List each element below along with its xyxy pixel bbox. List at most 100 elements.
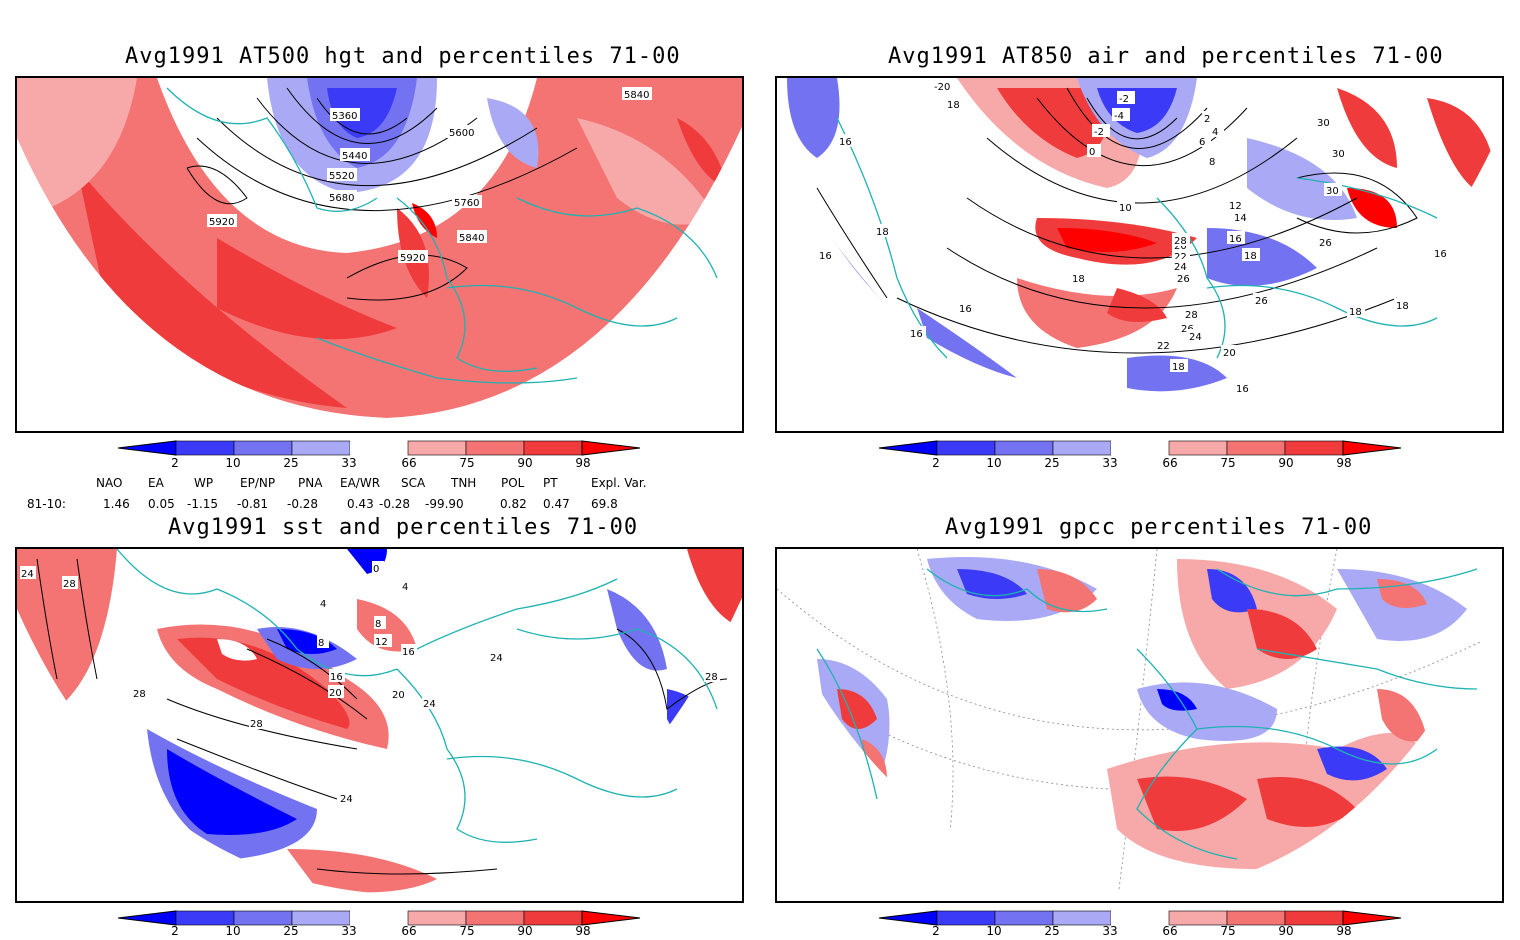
colorbar-segment [1284, 910, 1344, 926]
colorbar-segment [175, 440, 235, 456]
contour-label: 5440 [342, 151, 367, 162]
map-panel-sst: 24 28 28 8 4 0 4 8 12 16 20 16 20 24 24 … [15, 547, 744, 903]
colorbar-segment [233, 910, 293, 926]
index-value: 1.46 [103, 497, 130, 511]
contour-label: 10 [1119, 203, 1132, 214]
contour-label: 8 [318, 638, 324, 649]
index-header: SCA [401, 476, 426, 490]
colorbar-segment [994, 910, 1054, 926]
colorbar-segment [175, 910, 235, 926]
colorbar-segment [1284, 440, 1344, 456]
contour-label: 5920 [209, 217, 234, 228]
contour-label: 20 [1174, 241, 1187, 252]
contour-label: -2 [1094, 127, 1104, 138]
colorbar-segment [1168, 910, 1228, 926]
colorbar-tick-label: 33 [1102, 924, 1118, 938]
index-value: -0.81 [237, 497, 269, 511]
contour-label: 18 [1072, 274, 1085, 285]
contour-label: 26 [1255, 296, 1268, 307]
contour-label: 12 [1229, 201, 1242, 212]
contour-label: 28 [1174, 236, 1187, 247]
colorbar-segment [1111, 441, 1169, 455]
contour-label: 24 [21, 569, 34, 580]
colorbar-tick-label: 2 [932, 924, 940, 938]
panel-title-sst: Avg1991 sst and percentiles 71-00 [168, 515, 639, 540]
map-air850-graphic: -20 18 16 18 16 -2 -4 -2 0 2 4 6 8 10 12… [777, 78, 1502, 431]
colorbar-tick-label: 66 [401, 456, 417, 470]
contour-label: 5680 [329, 193, 354, 204]
contour-label: -20 [934, 82, 950, 93]
colorbar-tick-label: 25 [283, 924, 299, 938]
contour-label: 16 [1236, 384, 1249, 395]
colorbar-graphic [117, 910, 641, 926]
index-value: -1.15 [187, 497, 219, 511]
map-panel-hgt500: 5360 5440 5520 5600 5680 5760 5840 5920 … [15, 76, 744, 433]
colorbar-tick-label: 90 [517, 924, 533, 938]
colorbar-arrow-high [581, 910, 641, 926]
colorbar-segment [465, 440, 525, 456]
index-header: NAO [96, 476, 123, 490]
colorbar-tick-label: 90 [1278, 924, 1294, 938]
contour-label: 14 [1234, 213, 1247, 224]
contour-label: 18 [876, 227, 889, 238]
colorbar-tick-label: 66 [401, 924, 417, 938]
colorbar-tick-label: 10 [225, 924, 241, 938]
colorbar-tick-label: 25 [283, 456, 299, 470]
colorbar-graphic [117, 440, 641, 456]
contour-label: 6 [1199, 137, 1205, 148]
colorbar-segment [936, 440, 996, 456]
map-panel-gpcc [775, 547, 1504, 903]
colorbar-gpcc: 2 10 25 33 66 75 90 98 [876, 910, 1406, 940]
colorbar-tick-label: 90 [1278, 456, 1294, 470]
colorbar-tick-label: 66 [1162, 924, 1178, 938]
index-header: POL [501, 476, 525, 490]
index-header: EP/NP [240, 476, 276, 490]
colorbar-tick-label: 98 [575, 924, 591, 938]
colorbar-segment [350, 441, 408, 455]
colorbar-tick-label: 33 [341, 924, 357, 938]
colorbar-segment [994, 440, 1054, 456]
colorbar-segment [1226, 440, 1286, 456]
colorbar-tick-label: 33 [1102, 456, 1118, 470]
colorbar-graphic [878, 910, 1402, 926]
index-header: PNA [298, 476, 323, 490]
contour-label: 24 [423, 699, 436, 710]
colorbar-tick-label: 25 [1044, 456, 1060, 470]
colorbar-tick-label: 98 [575, 456, 591, 470]
colorbar-segment [936, 910, 996, 926]
colorbar-graphic [878, 440, 1402, 456]
map-sst-graphic: 24 28 28 8 4 0 4 8 12 16 20 16 20 24 24 … [17, 549, 742, 901]
contour-label: 16 [910, 329, 923, 340]
contour-label: 4 [320, 599, 326, 610]
colorbar-arrow-high [1342, 910, 1402, 926]
colorbar-segment [407, 440, 467, 456]
colorbar-tick-label: 75 [1220, 924, 1236, 938]
contour-label: 5840 [459, 233, 484, 244]
contour-label: 20 [392, 690, 405, 701]
colorbar-arrow-high [581, 440, 641, 456]
colorbar-segment [291, 440, 351, 456]
contour-label: 16 [402, 647, 415, 658]
contour-label: 4 [402, 582, 408, 593]
panel-title-air850: Avg1991 AT850 air and percentiles 71-00 [888, 44, 1444, 69]
colorbar-segment [233, 440, 293, 456]
contour-label: 28 [133, 689, 146, 700]
index-value: -0.28 [379, 497, 411, 511]
index-header: TNH [451, 476, 477, 490]
contour-label: 18 [1244, 251, 1257, 262]
index-header: Expl. Var. [591, 476, 647, 490]
index-row-label: 81-10: [27, 497, 66, 511]
contour-label: 22 [1174, 252, 1187, 263]
contour-label: 20 [1223, 348, 1236, 359]
colorbar-hgt500: 2 10 25 33 66 75 90 98 [115, 440, 645, 470]
index-value: -0.28 [287, 497, 319, 511]
contour-label: 22 [1157, 341, 1170, 352]
colorbar-tick-label: 66 [1162, 456, 1178, 470]
contour-label: 18 [947, 100, 960, 111]
contour-label: 18 [1349, 307, 1362, 318]
colorbar-segment [1111, 911, 1169, 925]
index-value: 0.05 [148, 497, 175, 511]
index-value: 0.47 [543, 497, 570, 511]
colorbar-segment [1052, 910, 1112, 926]
contour-label: 2 [1204, 114, 1210, 125]
